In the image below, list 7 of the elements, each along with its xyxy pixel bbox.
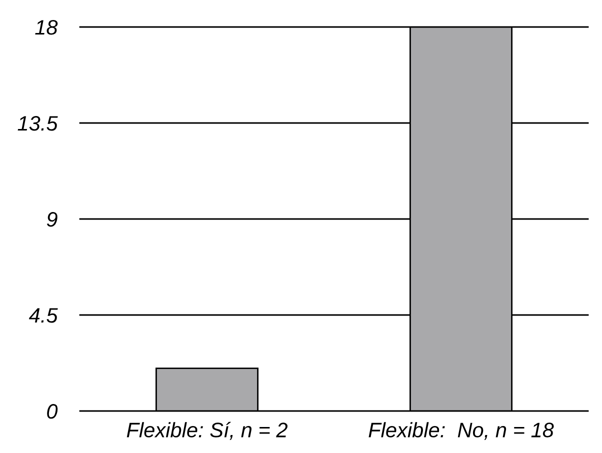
y-tick-label: 0	[47, 404, 58, 419]
x-tick-label: Flexible: No, n = 18	[368, 422, 554, 440]
y-tick-label: 13.5	[18, 116, 58, 131]
x-tick-label: Flexible: Sí, n = 2	[126, 422, 288, 440]
y-tick-label: 18	[35, 20, 58, 35]
y-tick-label: 4.5	[28, 308, 58, 323]
y-tick-label: 9	[46, 212, 58, 227]
